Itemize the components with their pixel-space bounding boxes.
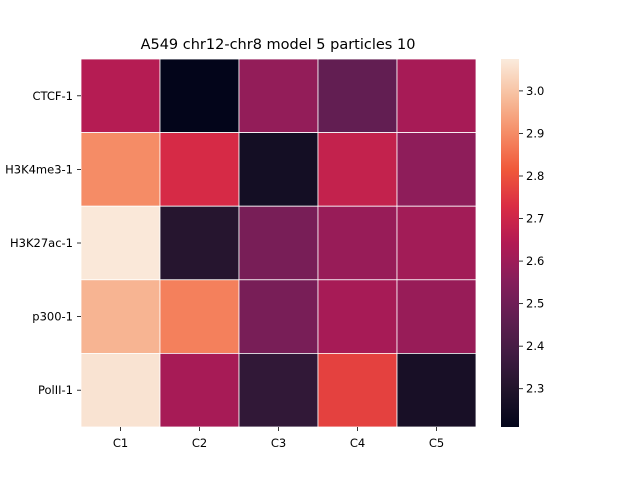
heatmap-cell: [317, 279, 398, 354]
heatmap-cell: [80, 205, 161, 281]
row-label: CTCF-1: [33, 89, 74, 103]
heatmap-cell: [159, 279, 240, 354]
heatmap-cell: [238, 58, 319, 133]
heatmap-cell: [80, 352, 161, 428]
heatmap-cell: [159, 205, 240, 281]
colorbar-tick-label: 2.3: [526, 382, 544, 396]
row-label: PolII-1: [38, 383, 73, 397]
heatmap-cell: [238, 205, 319, 281]
heatmap-cell: [238, 352, 319, 428]
chart-title: A549 chr12-chr8 model 5 particles 10: [141, 37, 416, 53]
column-label: C2: [192, 436, 207, 450]
column-label: C5: [429, 436, 444, 450]
heatmap-cell: [317, 58, 398, 133]
row-label: H3K27ac-1: [10, 236, 73, 250]
colorbar: [501, 59, 519, 427]
colorbar-tick-label: 3.0: [526, 84, 544, 98]
colorbar-tick-label: 2.8: [526, 169, 544, 183]
colorbar-tick-label: 2.7: [526, 212, 544, 226]
colorbar-tick-label: 2.6: [526, 254, 544, 268]
heatmap-cell: [238, 132, 319, 207]
heatmap-cell: [317, 132, 398, 207]
row-label: H3K4me3-1: [5, 162, 73, 176]
heatmap-cell: [396, 352, 477, 428]
row-labels: CTCF-1 H3K4me3-1 H3K27ac-1 p300-1 PolII-1: [5, 89, 81, 397]
heatmap-cell: [396, 132, 477, 207]
column-labels: C1 C2 C3 C4 C5: [113, 427, 444, 450]
row-label: p300-1: [32, 310, 73, 324]
colorbar-tick-label: 2.5: [526, 297, 544, 311]
colorbar-ticks: 2.3 2.4 2.5 2.6 2.7 2.8 2.9 3.0: [519, 84, 544, 396]
heatmap-cell: [80, 58, 161, 133]
heatmap-cell: [317, 205, 398, 281]
heatmap-cell: [317, 352, 398, 428]
heatmap-cell: [159, 132, 240, 207]
heatmap-cell: [396, 205, 477, 281]
column-label: C3: [271, 436, 286, 450]
heatmap-cell: [159, 352, 240, 428]
heatmap-cells: [80, 58, 477, 428]
heatmap-cell: [238, 279, 319, 354]
colorbar-tick-label: 2.4: [526, 339, 544, 353]
heatmap-cell: [80, 279, 161, 354]
heatmap-cell: [159, 58, 240, 133]
colorbar-tick-label: 2.9: [526, 126, 544, 140]
heatmap-cell: [396, 279, 477, 354]
heatmap-cell: [80, 132, 161, 207]
column-label: C4: [350, 436, 365, 450]
column-label: C1: [113, 436, 128, 450]
heatmap-cell: [396, 58, 477, 133]
